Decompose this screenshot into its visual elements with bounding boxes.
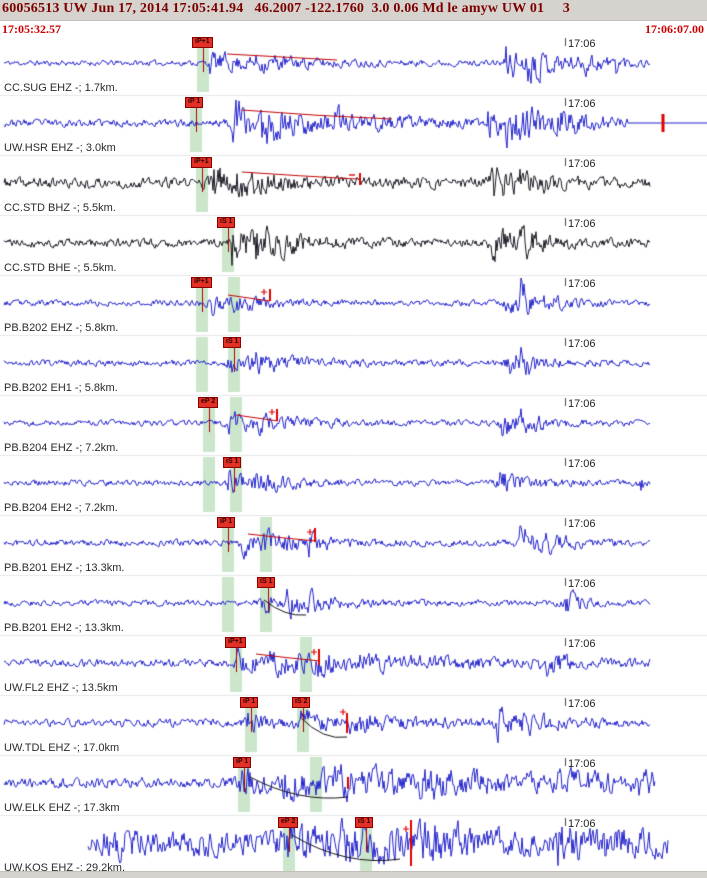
station-label: PB.B202 EHZ -; 5.8km. — [4, 322, 119, 334]
phase-pick-badge[interactable]: iS 1 — [355, 817, 374, 828]
trace-time-label: 17:06 — [568, 158, 596, 170]
trace-time-label: 17:06 — [568, 338, 596, 350]
trace-time-label: 17:06 — [568, 458, 596, 470]
window-bottom-edge — [0, 871, 707, 878]
station-label: PB.B201 EH2 -; 13.3km. — [4, 622, 124, 634]
trace-row: 17:06 UW.TDL EHZ -; 17.0km iP 1 iS 2 — [0, 696, 707, 756]
phase-pick-badge[interactable]: iP 1 — [185, 97, 204, 108]
trace-row: 17:06 PB.B204 EHZ -; 7.2km. eP 2 — [0, 396, 707, 456]
station-label: CC.STD BHE -; 5.5km. — [4, 262, 117, 274]
trace-time-label: 17:06 — [568, 278, 596, 290]
station-label: UW.HSR EHZ -; 3.0km — [4, 142, 116, 154]
trace-row: 17:06 UW.HSR EHZ -; 3.0km iP 1 — [0, 96, 707, 156]
trace-row: 17:06 PB.B201 EH2 -; 13.3km. iS 1 — [0, 576, 707, 636]
station-label: UW.ELK EHZ -; 17.3km — [4, 802, 120, 814]
trace-row: 17:06 UW.KOS EHZ -; 29.2km. eP 2 iS 1 — [0, 816, 707, 876]
trace-time-label: 17:06 — [568, 578, 596, 590]
trace-row: 17:06 PB.B202 EHZ -; 5.8km. iP+1 — [0, 276, 707, 336]
trace-time-label: 17:06 — [568, 398, 596, 410]
phase-pick-badge[interactable]: iP+1 — [191, 157, 212, 168]
station-label: UW.FL2 EHZ -; 13.5km — [4, 682, 118, 694]
trace-time-label: 17:06 — [568, 518, 596, 530]
phase-pick-badge[interactable]: iS 2 — [292, 697, 311, 708]
trace-time-label: 17:06 — [568, 758, 596, 770]
phase-pick-badge[interactable]: iP+1 — [191, 277, 212, 288]
phase-pick-badge[interactable]: iS 1 — [217, 217, 236, 228]
trace-time-label: 17:06 — [568, 638, 596, 650]
trace-row: 17:06 UW.FL2 EHZ -; 13.5km iP+1 — [0, 636, 707, 696]
trace-time-label: 17:06 — [568, 818, 596, 830]
trace-time-label: 17:06 — [568, 98, 596, 110]
station-label: CC.SUG EHZ -; 1.7km. — [4, 82, 118, 94]
station-label: CC.STD BHZ -; 5.5km. — [4, 202, 116, 214]
station-label: PB.B202 EH1 -; 5.8km. — [4, 382, 118, 394]
phase-pick-badge[interactable]: iS 1 — [223, 337, 242, 348]
phase-pick-badge[interactable]: eP 2 — [278, 817, 299, 828]
phase-pick-badge[interactable]: iS 1 — [223, 457, 242, 468]
phase-pick-badge[interactable]: iP 1 — [240, 697, 259, 708]
station-label: UW.TDL EHZ -; 17.0km — [4, 742, 120, 754]
station-label: PB.B204 EHZ -; 7.2km. — [4, 442, 119, 454]
trace-row: 17:06 PB.B202 EH1 -; 5.8km. iS 1 — [0, 336, 707, 396]
phase-pick-badge[interactable]: iP 1 — [217, 517, 236, 528]
trace-row: 17:06 CC.STD BHE -; 5.5km. iS 1 — [0, 216, 707, 276]
trace-row: 17:06 PB.B201 EHZ -; 13.3km. iP 1 — [0, 516, 707, 576]
phase-pick-badge[interactable]: iP 1 — [233, 757, 252, 768]
phase-pick-badge[interactable]: iP+1 — [225, 637, 246, 648]
trace-row: 17:06 UW.ELK EHZ -; 17.3km iP 1 — [0, 756, 707, 816]
station-label: PB.B204 EH2 -; 7.2km. — [4, 502, 118, 514]
trace-time-label: 17:06 — [568, 38, 596, 50]
trace-row: 17:06 PB.B204 EH2 -; 7.2km. iS 1 — [0, 456, 707, 516]
trace-time-label: 17:06 — [568, 218, 596, 230]
trace-row: 17:06 CC.STD BHZ -; 5.5km. iP+1 — [0, 156, 707, 216]
phase-pick-badge[interactable]: iS 1 — [257, 577, 276, 588]
trace-row: 17:06 CC.SUG EHZ -; 1.7km. iP+1 — [0, 36, 707, 96]
phase-pick-badge[interactable]: eP 2 — [198, 397, 219, 408]
trace-time-label: 17:06 — [568, 698, 596, 710]
station-label: PB.B201 EHZ -; 13.3km. — [4, 562, 125, 574]
phase-pick-badge[interactable]: iP+1 — [192, 37, 213, 48]
